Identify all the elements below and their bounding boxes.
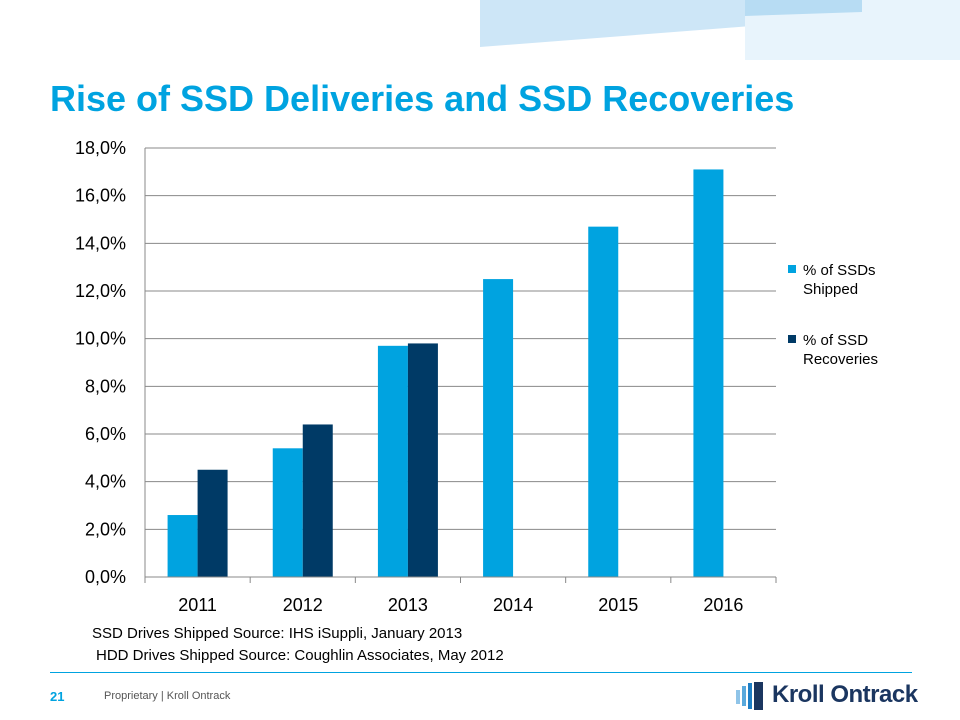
page-number: 21 bbox=[50, 689, 65, 704]
logo-mark-icon bbox=[736, 682, 763, 710]
source-note-ssd: SSD Drives Shipped Source: IHS iSuppli, … bbox=[92, 625, 463, 642]
legend-label: % of SSD bbox=[803, 332, 868, 349]
legend-label: Recoveries bbox=[803, 351, 878, 368]
bar-ssds-shipped bbox=[693, 169, 724, 577]
y-tick-label: 14,0% bbox=[75, 233, 126, 253]
y-tick-label: 18,0% bbox=[75, 138, 126, 158]
footer-divider bbox=[50, 672, 912, 673]
source-note-hdd: HDD Drives Shipped Source: Coughlin Asso… bbox=[96, 647, 504, 664]
x-tick-label: 2011 bbox=[178, 595, 217, 615]
y-tick-label: 0,0% bbox=[85, 567, 126, 587]
y-tick-label: 8,0% bbox=[85, 376, 126, 396]
bar-ssd-recoveries bbox=[302, 424, 333, 577]
slide-title: Rise of SSD Deliveries and SSD Recoverie… bbox=[50, 78, 795, 119]
x-tick-label: 2013 bbox=[388, 595, 428, 615]
bar-ssds-shipped bbox=[377, 345, 408, 577]
legend-swatch bbox=[788, 335, 796, 343]
logo-text: Kroll Ontrack bbox=[772, 681, 918, 708]
footer-text: Proprietary | Kroll Ontrack bbox=[104, 690, 231, 702]
y-tick-label: 2,0% bbox=[85, 519, 126, 539]
bar-ssds-shipped bbox=[483, 279, 514, 577]
x-tick-label: 2016 bbox=[703, 595, 743, 615]
bar-ssd-recoveries bbox=[197, 469, 228, 577]
bar-ssds-shipped bbox=[272, 448, 303, 577]
y-tick-label: 6,0% bbox=[85, 424, 126, 444]
y-tick-label: 10,0% bbox=[75, 329, 126, 349]
bar-chart: 0,0% 2,0% 4,0% 6,0% 8,0% 10,0% 12,0% 14,0% 16,0%… bbox=[75, 138, 878, 615]
header-decoration bbox=[480, 0, 960, 60]
y-tick-label: 4,0% bbox=[85, 472, 126, 492]
kroll-ontrack-logo: Kroll Ontrack bbox=[736, 678, 926, 714]
x-tick-label: 2014 bbox=[493, 595, 533, 615]
y-tick-label: 16,0% bbox=[75, 186, 126, 206]
y-tick-label: 12,0% bbox=[75, 281, 126, 301]
legend-swatch bbox=[788, 265, 796, 273]
bar-ssds-shipped bbox=[588, 226, 619, 577]
x-tick-label: 2012 bbox=[283, 595, 323, 615]
bar-ssd-recoveries bbox=[407, 343, 438, 577]
legend-label: Shipped bbox=[803, 281, 858, 298]
legend-label: % of SSDs bbox=[803, 262, 876, 279]
x-tick-label: 2015 bbox=[598, 595, 638, 615]
bar-ssds-shipped bbox=[167, 515, 198, 577]
